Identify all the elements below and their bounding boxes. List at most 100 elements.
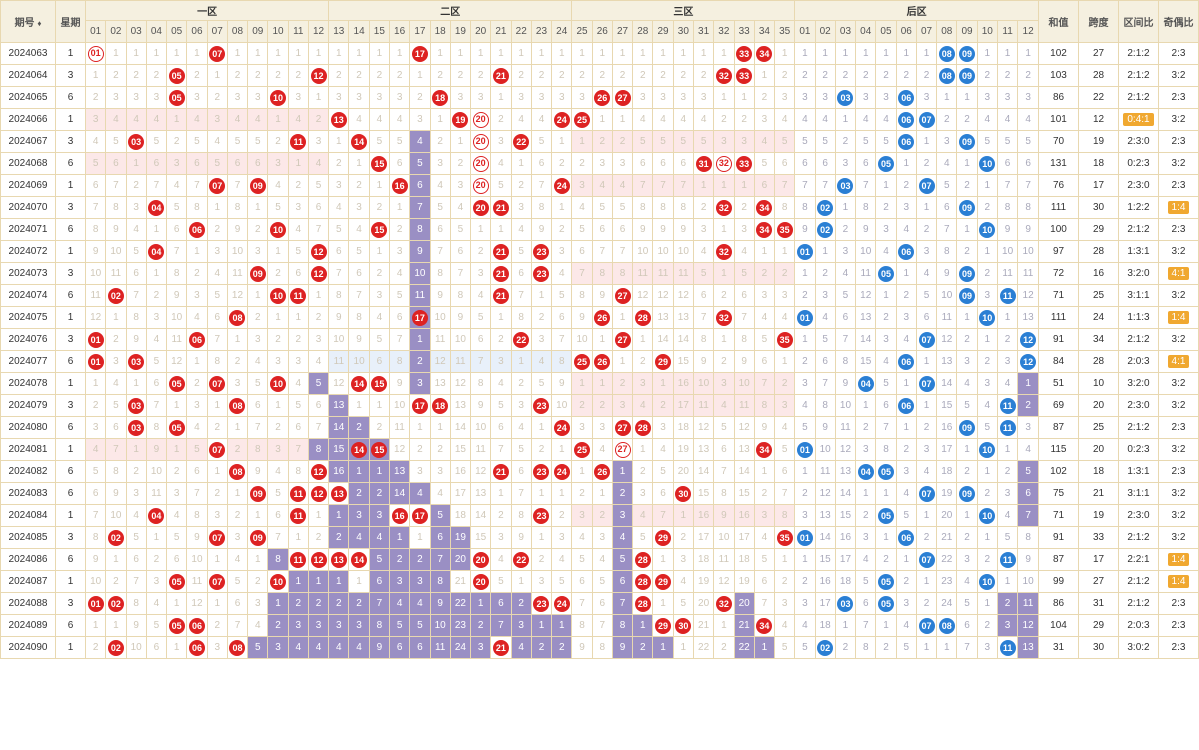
header-back-07: 07 <box>916 21 936 43</box>
front-cell-18: 13 <box>430 373 450 395</box>
front-cell-31: 1 <box>693 175 713 197</box>
front-cell-32: 1 <box>714 87 734 109</box>
back-cell-3: 1 <box>835 615 855 637</box>
front-cell-16: 1 <box>389 197 409 219</box>
front-cell-19: 6 <box>450 241 470 263</box>
back-cell-5: 5 <box>876 131 896 153</box>
front-cell-25: 5 <box>572 219 592 241</box>
front-cell-32: 32 <box>714 197 734 219</box>
back-cell-6: 4 <box>896 219 916 241</box>
front-cell-25: 10 <box>572 329 592 351</box>
front-cell-34: 1 <box>754 241 774 263</box>
front-cell-15: 5 <box>369 131 389 153</box>
front-cell-24: 2 <box>552 65 572 87</box>
front-cell-30: 1 <box>673 637 693 659</box>
front-cell-4: 2 <box>146 549 166 571</box>
sum-cell: 86 <box>1039 87 1079 109</box>
header-period[interactable]: 期号 ♦ <box>1 1 56 43</box>
front-cell-5: 9 <box>167 285 187 307</box>
back-cell-7: 07 <box>916 483 936 505</box>
front-cell-19: 5 <box>450 219 470 241</box>
front-cell-9: 1 <box>248 197 268 219</box>
front-cell-31: 2 <box>693 65 713 87</box>
back-cell-6: 06 <box>896 527 916 549</box>
front-cell-21: 21 <box>491 197 511 219</box>
span-cell: 31 <box>1079 593 1119 615</box>
front-cell-27: 1 <box>612 109 632 131</box>
zoneratio-cell: 0:4:1 <box>1119 109 1159 131</box>
back-cell-4: 9 <box>856 219 876 241</box>
front-cell-17: 8 <box>410 219 430 241</box>
front-cell-11: 4 <box>288 219 308 241</box>
front-cell-28: 6 <box>633 153 653 175</box>
front-cell-21: 2 <box>491 329 511 351</box>
front-cell-24: 9 <box>552 373 572 395</box>
front-cell-31: 6 <box>693 285 713 307</box>
back-cell-8: 22 <box>937 549 957 571</box>
back-cell-2: 7 <box>815 175 835 197</box>
front-cell-11: 1 <box>288 527 308 549</box>
back-cell-3: 5 <box>835 285 855 307</box>
back-cell-5: 05 <box>876 571 896 593</box>
zoneratio-cell: 2:1:2 <box>1119 571 1159 593</box>
period-cell: 2024068 <box>1 153 56 175</box>
front-cell-1: 2 <box>86 395 106 417</box>
back-cell-7: 1 <box>916 197 936 219</box>
front-cell-2: 02 <box>106 593 126 615</box>
oddratio-cell: 2:3 <box>1159 43 1199 65</box>
front-cell-9: 09 <box>248 263 268 285</box>
back-cell-12: 9 <box>1018 549 1039 571</box>
front-cell-26: 26 <box>592 461 612 483</box>
back-cell-2: 8 <box>815 395 835 417</box>
front-cell-26: 2 <box>592 131 612 153</box>
front-cell-9: 2 <box>248 307 268 329</box>
front-cell-1: 01 <box>86 329 106 351</box>
back-cell-11: 7 <box>997 175 1017 197</box>
front-cell-29: 2 <box>653 395 673 417</box>
front-cell-27: 27 <box>612 439 632 461</box>
oddratio-cell: 3:2 <box>1159 505 1199 527</box>
header-front-33: 33 <box>734 21 754 43</box>
front-cell-35: 4 <box>775 615 795 637</box>
back-cell-8: 8 <box>937 241 957 263</box>
front-cell-31: 21 <box>693 615 713 637</box>
header-front-18: 18 <box>430 21 450 43</box>
front-cell-28: 8 <box>633 197 653 219</box>
back-cell-11: 8 <box>997 197 1017 219</box>
front-cell-35: 1 <box>775 351 795 373</box>
table-row: 2024078114160520735104512141593131284259… <box>1 373 1199 395</box>
front-cell-5: 05 <box>167 571 187 593</box>
front-cell-4: 04 <box>146 197 166 219</box>
back-cell-7: 1 <box>916 351 936 373</box>
front-cell-22: 1 <box>511 351 531 373</box>
back-cell-10: 1 <box>977 329 997 351</box>
front-cell-26: 4 <box>592 175 612 197</box>
front-cell-27: 7 <box>612 241 632 263</box>
back-cell-9: 2 <box>957 527 977 549</box>
front-cell-21: 21 <box>491 263 511 285</box>
front-cell-21: 1 <box>491 483 511 505</box>
table-row: 2024082658210261089481216111333161221623… <box>1 461 1199 483</box>
front-cell-23: 23 <box>531 241 551 263</box>
front-cell-23: 3 <box>531 87 551 109</box>
front-cell-11: 4 <box>288 637 308 659</box>
front-cell-3: 3 <box>126 87 146 109</box>
front-cell-31: 5 <box>693 131 713 153</box>
sum-cell: 111 <box>1039 197 1079 219</box>
front-cell-34: 6 <box>754 571 774 593</box>
front-cell-30: 20 <box>673 461 693 483</box>
table-row: 2024074611027293512110111873511984217158… <box>1 285 1199 307</box>
front-cell-35: 6 <box>775 461 795 483</box>
back-cell-11: 3 <box>997 87 1017 109</box>
front-cell-27: 1 <box>612 351 632 373</box>
front-cell-24: 4 <box>552 263 572 285</box>
front-cell-8: 8 <box>227 197 247 219</box>
back-cell-12: 4 <box>1018 439 1039 461</box>
header-sum: 和值 <box>1039 1 1079 43</box>
sum-cell: 103 <box>1039 65 1079 87</box>
front-cell-12: 5 <box>308 373 328 395</box>
period-cell: 2024088 <box>1 593 56 615</box>
front-cell-2: 1 <box>106 43 126 65</box>
front-cell-5: 3 <box>167 483 187 505</box>
front-cell-7: 07 <box>207 527 227 549</box>
